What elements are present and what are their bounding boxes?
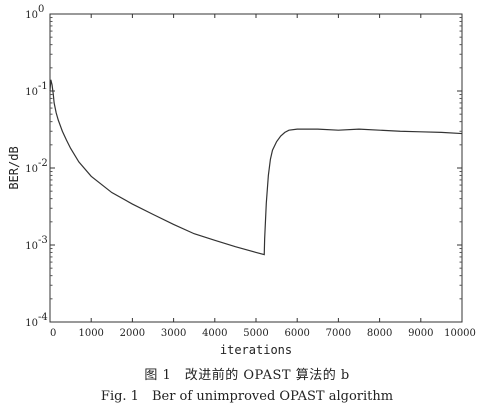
- y-tick-label: 10: [25, 164, 38, 175]
- ber-series-line: [49, 79, 463, 256]
- y-tick-exponent: -2: [38, 158, 48, 169]
- x-tick-label: 2000: [120, 328, 145, 339]
- y-tick-label: 10: [25, 318, 38, 329]
- x-tick-label: 8000: [367, 328, 392, 339]
- x-tick-label: 6000: [284, 328, 309, 339]
- x-axis-label: iterations: [220, 343, 292, 357]
- x-tick-label: 7000: [326, 328, 351, 339]
- figure-caption-english: Fig. 1 Ber of unimproved OPAST algorithm: [100, 389, 394, 404]
- x-tick-label: 1000: [78, 328, 103, 339]
- y-tick-exponent: 0: [38, 4, 44, 15]
- y-tick-exponent: -3: [38, 235, 48, 246]
- x-axis-ticks: 0 1000 2000 3000 4000 5000 6000 7000 8000 9000 100…: [49, 14, 476, 339]
- x-tick-label: 0: [50, 328, 56, 339]
- y-axis-label: BER/dB: [7, 146, 21, 189]
- y-tick-exponent: -1: [38, 81, 48, 92]
- x-tick-label: 10000: [444, 328, 476, 339]
- y-tick-label: 10: [25, 87, 38, 98]
- x-tick-label: 5000: [243, 328, 268, 339]
- plot-frame: [49, 13, 463, 323]
- x-tick-label: 4000: [202, 328, 227, 339]
- x-tick-label: 3000: [161, 328, 186, 339]
- y-tick-label: 10: [25, 241, 38, 252]
- y-tick-label: 10: [25, 10, 38, 21]
- figure-caption-chinese: 图 1 改进前的 OPAST 算法的 b: [144, 368, 350, 383]
- y-tick-exponent: -4: [38, 312, 48, 323]
- x-tick-label: 9000: [408, 328, 433, 339]
